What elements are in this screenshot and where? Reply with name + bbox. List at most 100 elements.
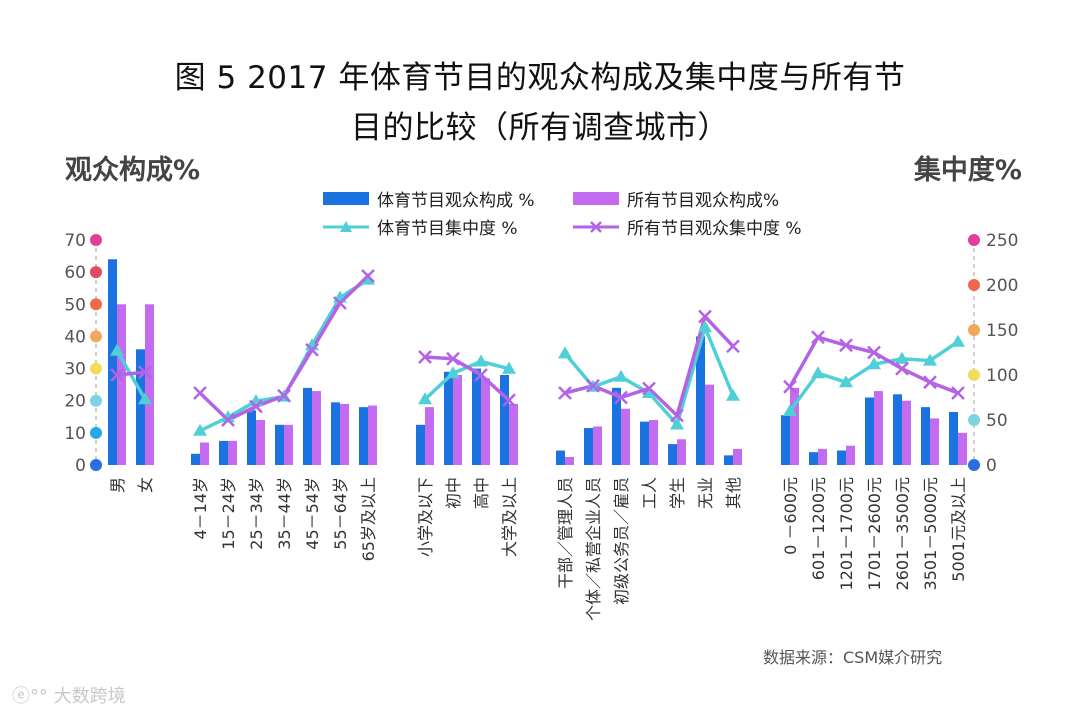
marker-cross — [895, 361, 909, 376]
left-tick-label: 20 — [64, 392, 86, 412]
category-label: 工人 — [640, 477, 659, 509]
marker-cross — [418, 350, 432, 364]
category-label: 0 －600元 — [781, 477, 800, 555]
bar-sports — [108, 259, 117, 465]
bar-all — [621, 408, 630, 465]
marker-cross — [670, 408, 684, 423]
bar-sports — [191, 453, 200, 465]
legend-sports-line: 体育节目集中度 % — [323, 214, 518, 239]
marker-cross — [361, 269, 375, 283]
marker-triangle — [474, 354, 488, 367]
right-tick-label: 250 — [986, 231, 1018, 251]
legend-all-bar: 所有节目观众构成% — [573, 186, 779, 211]
bar-sports — [584, 428, 593, 465]
marker-cross — [502, 393, 516, 408]
left-tick-label: 0 — [75, 456, 86, 476]
marker-triangle — [895, 351, 909, 364]
marker-cross — [558, 386, 572, 400]
marker-triangle — [670, 417, 684, 430]
chart-title-line1: 图 5 2017 年体育节目的观众构成及集中度与所有节 — [174, 60, 906, 96]
legend-label: 所有节目观众集中度 % — [627, 219, 802, 239]
bar-sports — [416, 424, 425, 465]
marker-cross — [305, 342, 319, 357]
bar-sports — [865, 397, 874, 465]
bar-all — [930, 418, 939, 465]
category-label: 无业 — [696, 477, 715, 509]
marker-triangle — [446, 366, 460, 379]
bar-sports — [247, 410, 256, 465]
legend-all-line: 所有节目观众集中度 % — [573, 214, 802, 239]
category-label: 1701－2600元 — [865, 477, 884, 590]
category-label: 高中 — [472, 477, 491, 509]
bar-sports — [612, 387, 621, 465]
left-axis-dot — [90, 426, 102, 439]
marker-cross — [698, 309, 712, 324]
marker-triangle — [839, 375, 853, 388]
left-axis-dot — [90, 362, 102, 375]
bar-sports — [275, 424, 284, 465]
chart-title-line2: 目的比较（所有调查城市） — [351, 110, 729, 146]
bar-sports — [500, 375, 509, 465]
marker-triangle — [642, 386, 656, 398]
marker-cross — [333, 296, 347, 310]
left-axis-dot — [90, 330, 102, 343]
category-label: 35－44岁 — [275, 477, 294, 550]
right-tick-label: 50 — [986, 411, 1008, 431]
marker-cross — [110, 368, 124, 382]
left-axis-title: 观众构成% — [65, 155, 201, 186]
category-label: 15－24岁 — [219, 477, 238, 550]
category-label: 4－14岁 — [191, 477, 210, 540]
bar-sports — [809, 452, 818, 465]
right-tick-label: 100 — [986, 366, 1018, 386]
marker-triangle — [811, 366, 825, 379]
bar-all — [565, 456, 574, 465]
right-axis-dot — [968, 324, 980, 336]
right-tick-label: 0 — [986, 456, 997, 476]
category-label: 5001元及以上 — [949, 477, 968, 582]
marker-cross — [726, 339, 740, 354]
left-axis-dot — [90, 298, 102, 311]
bar-sports — [921, 407, 930, 465]
bar-sports — [219, 440, 228, 465]
bar-all — [593, 426, 602, 465]
right-tick-label: 200 — [986, 276, 1018, 296]
left-axis-dot — [90, 234, 102, 246]
bar-all — [846, 445, 855, 465]
left-tick-label: 10 — [64, 424, 86, 444]
bar-sports — [444, 371, 453, 465]
marker-cross — [923, 375, 937, 390]
marker-triangle — [221, 410, 235, 423]
marker-triangle — [951, 334, 965, 347]
bar-all — [958, 432, 967, 465]
marker-cross — [867, 345, 881, 360]
marker-cross — [138, 365, 152, 380]
category-label: 1201－1700元 — [837, 477, 856, 590]
category-label: 学生 — [668, 477, 687, 509]
category-label: 其他 — [724, 477, 743, 509]
right-tick-label: 150 — [986, 321, 1018, 341]
bar-all — [649, 420, 658, 465]
bar-all — [509, 403, 518, 465]
marker-triangle — [558, 346, 572, 359]
marker-cross — [951, 386, 965, 400]
right-axis-dot — [968, 279, 980, 291]
marker-triangle — [502, 361, 516, 374]
category-label: 45－54岁 — [303, 477, 322, 550]
category-label: 个体／私营企业人员 — [584, 477, 603, 621]
left-tick-label: 30 — [64, 360, 86, 380]
marker-cross — [783, 379, 797, 394]
marker-triangle — [138, 392, 152, 405]
marker-cross — [277, 388, 291, 403]
category-label: 55－64岁 — [331, 477, 350, 550]
legend-swatch-sports-bar — [323, 192, 369, 205]
left-axis-dot — [90, 459, 102, 471]
category-label: 小学及以下 — [416, 477, 435, 557]
watermark-logo-icon: ⓔ°° — [12, 686, 48, 707]
source-note: 数据来源：CSM媒介研究 — [763, 648, 943, 667]
legend-label: 体育节目观众构成 % — [377, 191, 535, 211]
marker-triangle — [361, 272, 375, 285]
legend-label: 所有节目观众构成% — [627, 191, 780, 211]
category-label: 25－34岁 — [247, 477, 266, 550]
bar-all — [256, 420, 265, 465]
bar-all — [733, 448, 742, 465]
